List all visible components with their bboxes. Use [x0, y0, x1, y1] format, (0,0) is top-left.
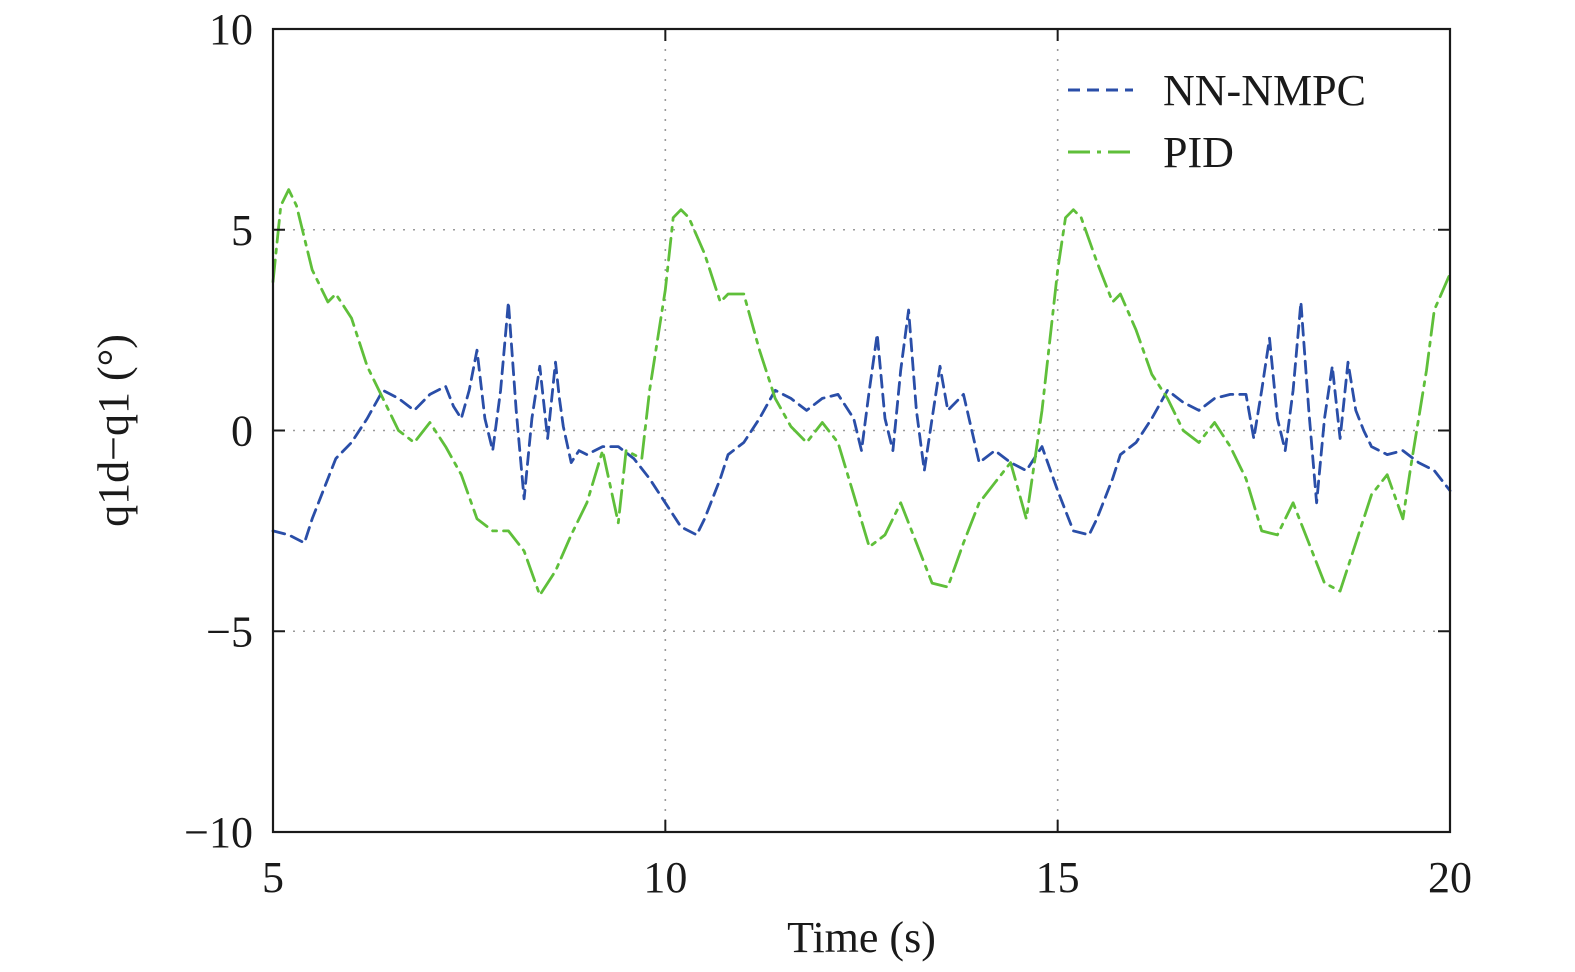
- series-layer: [271, 188, 1452, 597]
- series-line-nn-nmpc: [271, 300, 1452, 545]
- y-tick-label: 5: [231, 206, 253, 255]
- x-tick-label: 20: [1428, 853, 1472, 902]
- axis-ticks: [272, 28, 1451, 833]
- legend: NN-NMPC PID: [1068, 66, 1366, 177]
- y-tick-labels: −10 −5 0 5 10: [184, 5, 253, 857]
- y-tick-label: −10: [184, 808, 253, 857]
- legend-label-nn-nmpc: NN-NMPC: [1163, 66, 1366, 115]
- x-tick-label: 10: [643, 853, 687, 902]
- series-line-pid: [271, 188, 1452, 597]
- y-tick-label: −5: [206, 607, 253, 656]
- x-tick-label: 5: [262, 853, 284, 902]
- y-tick-label: 0: [231, 407, 253, 456]
- y-axis-label: q1d−q1 (°): [89, 334, 138, 527]
- y-tick-label: 10: [209, 5, 253, 54]
- x-axis-label: Time (s): [787, 913, 936, 962]
- x-tick-label: 15: [1036, 853, 1080, 902]
- legend-label-pid: PID: [1163, 128, 1234, 177]
- x-tick-labels: 5 10 15 20: [262, 853, 1472, 902]
- grid-lines: [273, 29, 1450, 832]
